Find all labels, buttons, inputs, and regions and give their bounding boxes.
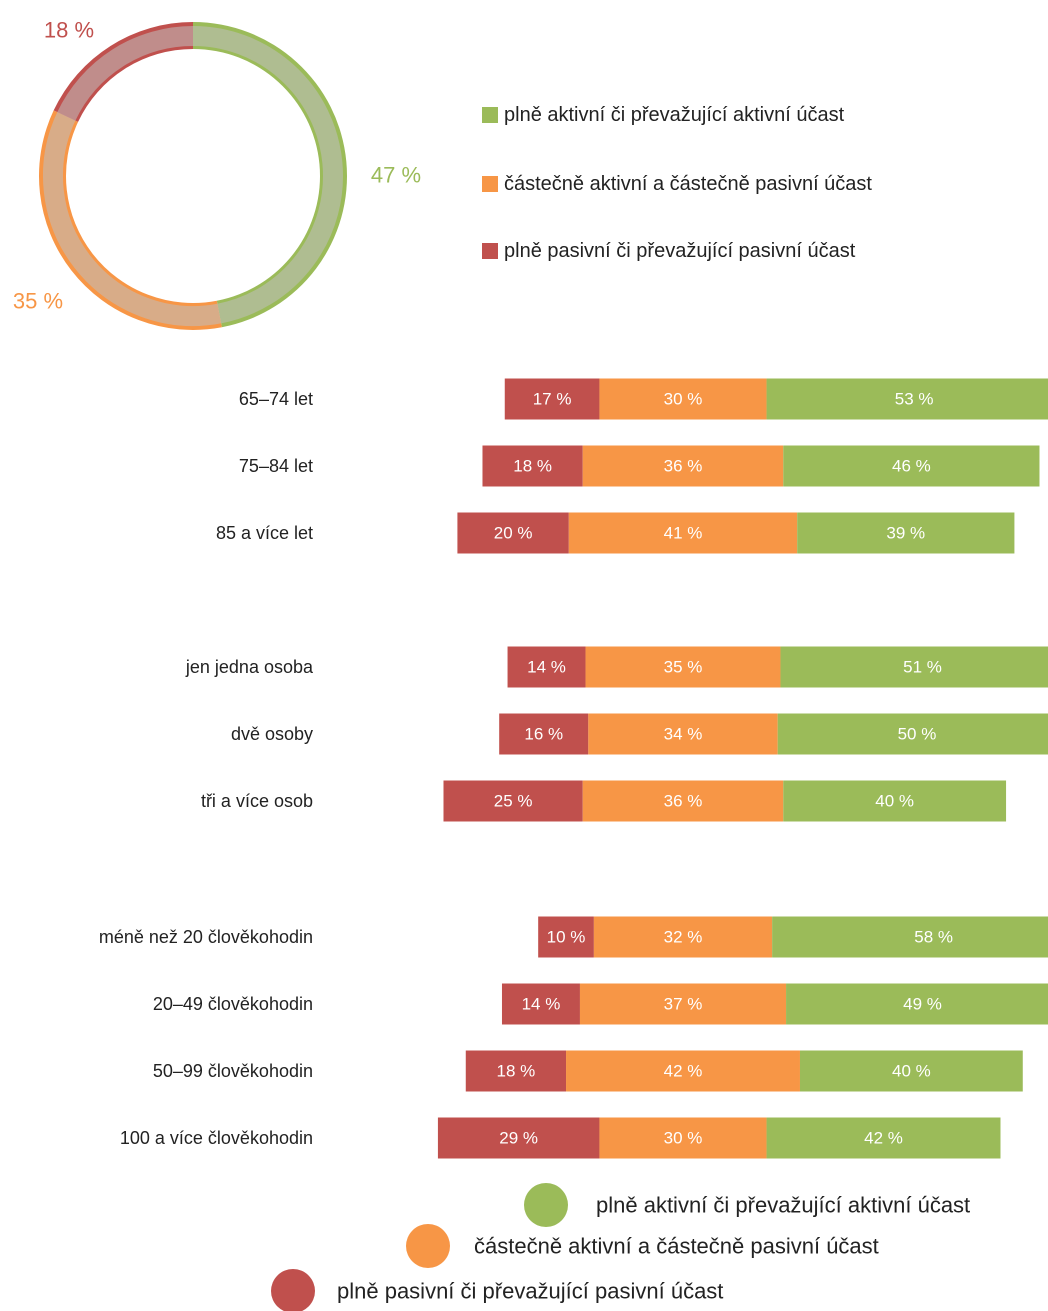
bar-value-label: 35 % <box>664 658 703 677</box>
donut-inner-ring <box>57 26 194 121</box>
bar-segment <box>568 512 798 554</box>
bar-segment <box>588 713 778 755</box>
bar-value-label: 37 % <box>664 995 703 1014</box>
bar-value-label: 30 % <box>664 1129 703 1148</box>
bar-segment <box>783 445 1040 487</box>
category-label: tři a více osob <box>201 791 313 811</box>
bar-value-label: 41 % <box>664 524 703 543</box>
bar-segment <box>443 780 583 822</box>
bar-segment <box>437 1117 600 1159</box>
bar-segment <box>780 646 1048 688</box>
category-label: 20–49 člověkohodin <box>153 994 313 1014</box>
bar-value-label: 29 % <box>499 1129 538 1148</box>
bar-segment <box>799 1050 1023 1092</box>
bar-value-label: 39 % <box>886 524 925 543</box>
bar-value-label: 46 % <box>892 457 931 476</box>
legend-swatch <box>482 107 498 123</box>
category-label: 65–74 let <box>239 389 313 409</box>
bottom-legend-dot <box>271 1269 315 1311</box>
bottom-legend-label: plně pasivní či převažující pasivní účas… <box>337 1279 723 1304</box>
bar-segment <box>599 1117 767 1159</box>
bar-value-label: 18 % <box>497 1062 536 1081</box>
bottom-legend-dot <box>524 1183 568 1227</box>
bar-segment <box>482 445 583 487</box>
legend-label: částečně aktivní a částečně pasivní účas… <box>504 173 872 195</box>
bar-segment <box>777 713 1048 755</box>
legend-swatch <box>482 243 498 259</box>
bar-segment <box>579 983 787 1025</box>
bottom-legend-dot <box>406 1224 450 1268</box>
category-label: 85 a více let <box>216 523 313 543</box>
bar-segment <box>504 378 600 420</box>
bar-value-label: 18 % <box>513 457 552 476</box>
donut-inner-ring <box>43 112 222 326</box>
donut-inner-ring <box>192 26 343 324</box>
bar-value-label: 32 % <box>664 928 703 947</box>
bar-segment <box>582 780 784 822</box>
donut-hole <box>76 59 310 293</box>
legend-label: plně aktivní či převažující aktivní účas… <box>504 104 845 126</box>
donut-value-label: 35 % <box>13 289 63 314</box>
bar-segment <box>783 780 1007 822</box>
bar-segment <box>582 445 784 487</box>
bar-value-label: 17 % <box>533 390 572 409</box>
bar-segment <box>538 916 594 958</box>
bar-segment <box>593 916 773 958</box>
bar-segment <box>599 378 767 420</box>
bar-value-label: 30 % <box>664 390 703 409</box>
bar-value-label: 36 % <box>664 457 703 476</box>
bar-segment <box>499 713 589 755</box>
bar-value-label: 51 % <box>903 658 942 677</box>
category-label: méně než 20 člověkohodin <box>99 927 313 947</box>
category-label: 100 a více člověkohodin <box>120 1128 313 1148</box>
bar-value-label: 40 % <box>875 792 914 811</box>
category-label: dvě osoby <box>231 724 313 744</box>
bottom-legend-label: částečně aktivní a částečně pasivní účas… <box>474 1234 879 1259</box>
donut-value-label: 47 % <box>371 163 421 188</box>
bar-segment <box>585 646 781 688</box>
bar-value-label: 42 % <box>664 1062 703 1081</box>
bar-segment <box>501 983 580 1025</box>
bar-segment <box>507 646 586 688</box>
legend-swatch <box>482 176 498 192</box>
bar-value-label: 58 % <box>914 928 953 947</box>
bar-value-label: 14 % <box>522 995 561 1014</box>
category-label: 50–99 člověkohodin <box>153 1061 313 1081</box>
legend-label: plně pasivní či převažující pasivní účas… <box>504 240 856 262</box>
bar-value-label: 40 % <box>892 1062 931 1081</box>
bar-segment <box>786 983 1048 1025</box>
bar-segment <box>772 916 1048 958</box>
bar-value-label: 34 % <box>664 725 703 744</box>
bar-segment <box>766 378 1048 420</box>
bar-segment <box>465 1050 567 1092</box>
bar-value-label: 42 % <box>864 1129 903 1148</box>
bar-value-label: 14 % <box>527 658 566 677</box>
bar-value-label: 49 % <box>903 995 942 1014</box>
bar-segment <box>766 1117 1001 1159</box>
donut-value-label: 18 % <box>44 18 94 43</box>
bar-value-label: 20 % <box>494 524 533 543</box>
bar-value-label: 16 % <box>524 725 563 744</box>
bar-value-label: 53 % <box>895 390 934 409</box>
bar-segment <box>566 1050 800 1092</box>
bar-value-label: 25 % <box>494 792 533 811</box>
category-label: jen jedna osoba <box>185 657 314 677</box>
bottom-legend-label: plně aktivní či převažující aktivní účas… <box>596 1193 970 1218</box>
category-label: 75–84 let <box>239 456 313 476</box>
bar-segment <box>457 512 569 554</box>
bar-value-label: 36 % <box>664 792 703 811</box>
bar-value-label: 50 % <box>898 725 937 744</box>
bar-segment <box>797 512 1015 554</box>
bar-value-label: 10 % <box>547 928 586 947</box>
